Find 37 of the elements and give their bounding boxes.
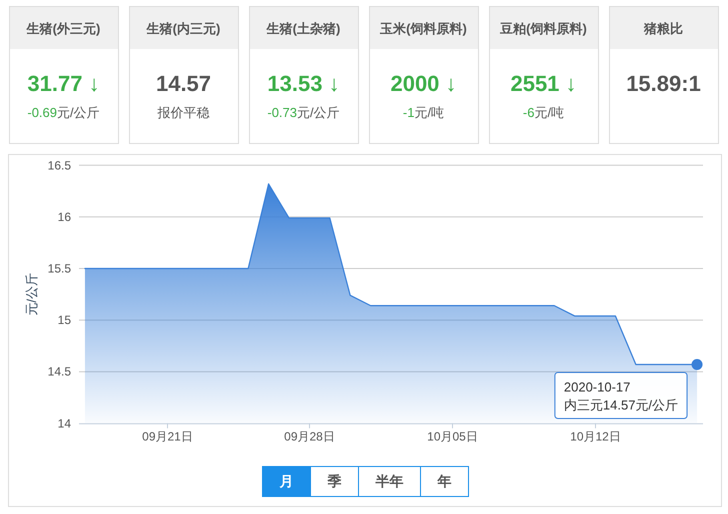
text: 2000 ↓ [390,71,457,96]
text: 13.53 ↓ [267,71,340,96]
text: 31.77 ↓ [27,71,100,96]
text: 月 [278,473,294,489]
y-tick-label: 14 [58,416,72,430]
x-tick-label: 10月05日 [427,429,478,444]
y-axis-title: 元/公斤 [24,272,39,316]
y-tick-label: 15 [58,313,72,328]
y-tick-label: 15.5 [48,262,72,276]
text: 元/吨 [534,105,564,120]
text: 豆粕(饲料原料) [499,21,587,36]
text: 元/公斤 [57,105,100,120]
text: 报价平稳 [156,105,210,120]
y-tick-label: 16 [58,210,72,224]
text: 生猪(土杂猪) [266,21,340,36]
text: 季 [326,473,342,489]
y-tick-label: 14.5 [48,364,72,379]
text: 玉米(饲料原料) [379,21,467,36]
text: 半年 [374,473,404,489]
annotation: 2020-10-17 内三元14.57元/公斤 [564,379,678,412]
text: 15.89:1 [626,71,701,96]
text: 生猪(内三元) [146,21,220,36]
y-tick-label: 16.5 [48,158,72,172]
text: 14.57 [156,71,212,96]
text: 元/吨 [414,105,444,120]
text: 元/公斤 [297,105,340,120]
text: 年 [436,473,452,489]
x-tick-label: 09月21日 [142,429,193,444]
text: -0.73 [267,105,298,120]
text: -0.69 [27,105,58,120]
x-tick-label: 10月12日 [570,429,621,444]
text: -6 [522,105,534,120]
text: 生猪(外三元) [26,21,100,36]
text: -1 [402,105,414,120]
text: 猪粮比 [643,21,683,36]
text: 2551 ↓ [510,71,577,96]
x-tick-label: 09月28日 [284,429,335,444]
